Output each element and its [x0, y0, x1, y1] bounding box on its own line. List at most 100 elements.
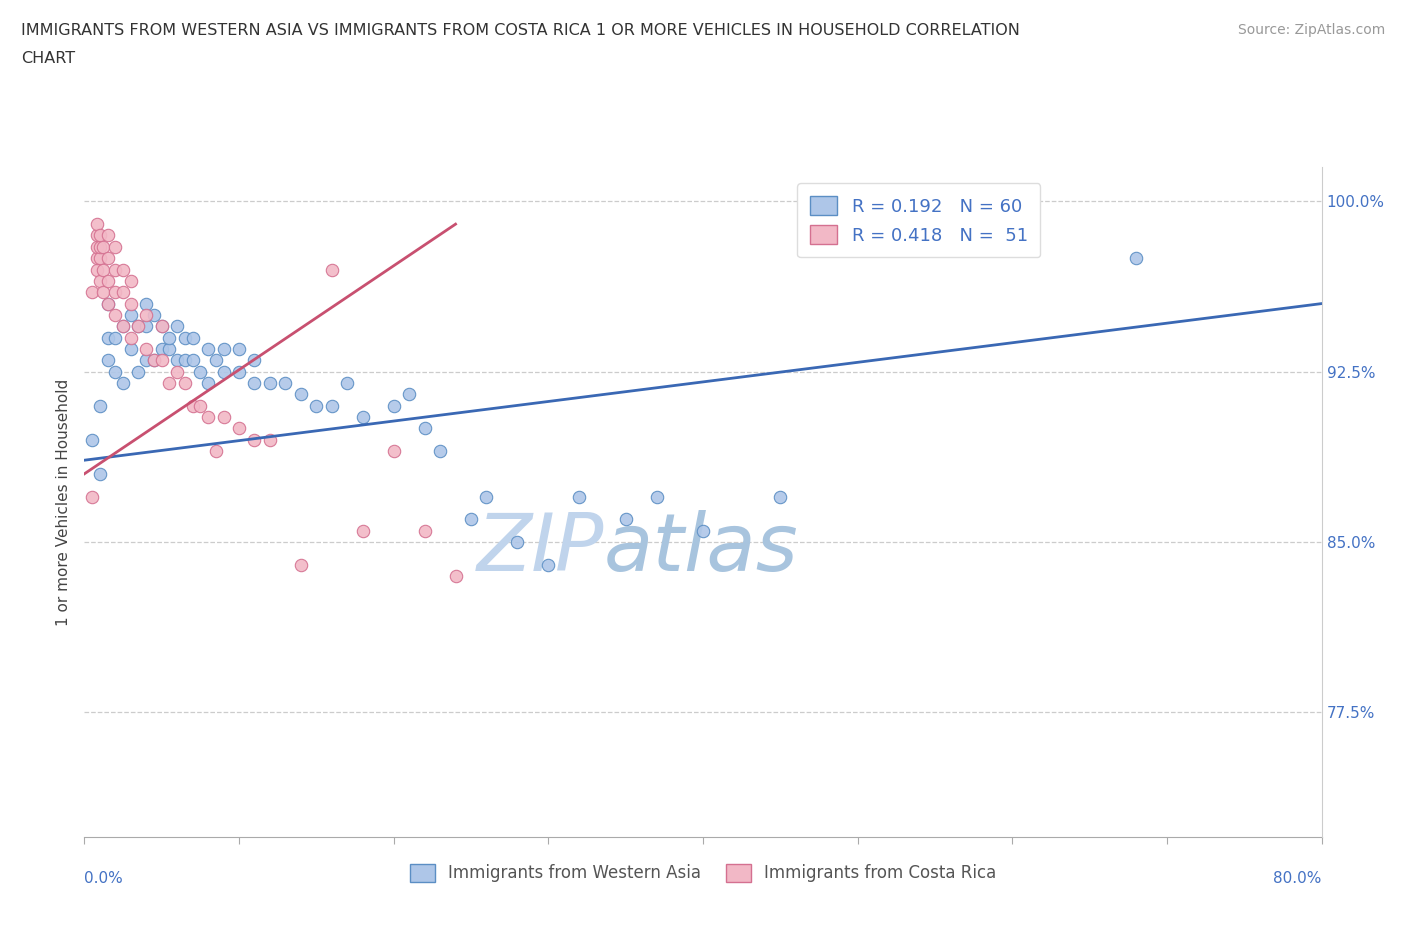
Point: [197, 376, 219, 391]
Point: [86, 217, 108, 232]
Point: [86, 228, 108, 243]
Point: [86, 262, 108, 277]
Point: [321, 398, 343, 413]
Point: [205, 444, 228, 458]
Point: [89, 251, 111, 266]
Point: [166, 365, 188, 379]
Point: [212, 365, 235, 379]
Point: [91, 239, 114, 254]
Point: [197, 409, 219, 424]
Point: [181, 352, 204, 367]
Point: [89, 273, 111, 288]
Point: [166, 352, 188, 367]
Point: [120, 273, 142, 288]
Point: [290, 387, 312, 402]
Point: [228, 341, 250, 356]
Point: [243, 376, 266, 391]
Point: [104, 308, 127, 323]
Point: [398, 387, 420, 402]
Text: Source: ZipAtlas.com: Source: ZipAtlas.com: [1237, 23, 1385, 37]
Point: [174, 376, 197, 391]
Point: [188, 398, 212, 413]
Point: [135, 341, 157, 356]
Text: 80.0%: 80.0%: [1274, 871, 1322, 886]
Point: [259, 376, 281, 391]
Point: [128, 365, 150, 379]
Point: [382, 444, 405, 458]
Point: [413, 524, 436, 538]
Point: [228, 365, 250, 379]
Point: [259, 432, 281, 447]
Point: [181, 398, 204, 413]
Point: [382, 398, 405, 413]
Point: [128, 319, 150, 334]
Point: [120, 308, 142, 323]
Point: [537, 557, 560, 572]
Text: IMMIGRANTS FROM WESTERN ASIA VS IMMIGRANTS FROM COSTA RICA 1 OR MORE VEHICLES IN: IMMIGRANTS FROM WESTERN ASIA VS IMMIGRAN…: [21, 23, 1019, 38]
Point: [89, 466, 111, 481]
Point: [769, 489, 792, 504]
Point: [97, 228, 120, 243]
Point: [645, 489, 668, 504]
Y-axis label: 1 or more Vehicles in Household: 1 or more Vehicles in Household: [56, 379, 72, 626]
Point: [97, 352, 120, 367]
Text: 0.0%: 0.0%: [84, 871, 124, 886]
Point: [97, 251, 120, 266]
Point: [692, 524, 714, 538]
Point: [159, 341, 181, 356]
Point: [128, 319, 150, 334]
Point: [205, 352, 228, 367]
Point: [174, 352, 197, 367]
Point: [112, 319, 135, 334]
Point: [274, 376, 297, 391]
Point: [429, 444, 451, 458]
Point: [143, 352, 166, 367]
Point: [506, 535, 529, 550]
Point: [97, 273, 120, 288]
Text: ZIP: ZIP: [477, 510, 605, 588]
Point: [243, 432, 266, 447]
Point: [460, 512, 482, 526]
Point: [86, 251, 108, 266]
Point: [305, 398, 328, 413]
Point: [188, 365, 212, 379]
Point: [120, 330, 142, 345]
Point: [228, 421, 250, 436]
Point: [91, 262, 114, 277]
Point: [150, 352, 173, 367]
Point: [159, 330, 181, 345]
Point: [444, 568, 467, 583]
Point: [143, 352, 166, 367]
Point: [82, 285, 104, 299]
Point: [568, 489, 591, 504]
Point: [614, 512, 637, 526]
Point: [174, 330, 197, 345]
Text: CHART: CHART: [21, 51, 75, 66]
Point: [112, 376, 135, 391]
Point: [86, 239, 108, 254]
Point: [243, 352, 266, 367]
Point: [135, 352, 157, 367]
Point: [82, 432, 104, 447]
Point: [212, 409, 235, 424]
Point: [89, 228, 111, 243]
Point: [143, 308, 166, 323]
Point: [112, 285, 135, 299]
Point: [89, 239, 111, 254]
Point: [150, 341, 173, 356]
Point: [197, 341, 219, 356]
Point: [112, 319, 135, 334]
Point: [150, 319, 173, 334]
Point: [290, 557, 312, 572]
Text: atlas: atlas: [605, 510, 799, 588]
Point: [104, 239, 127, 254]
Point: [1125, 251, 1147, 266]
Point: [120, 296, 142, 311]
Point: [475, 489, 498, 504]
Point: [336, 376, 359, 391]
Point: [352, 409, 374, 424]
Point: [97, 296, 120, 311]
Point: [104, 330, 127, 345]
Point: [112, 262, 135, 277]
Point: [135, 319, 157, 334]
